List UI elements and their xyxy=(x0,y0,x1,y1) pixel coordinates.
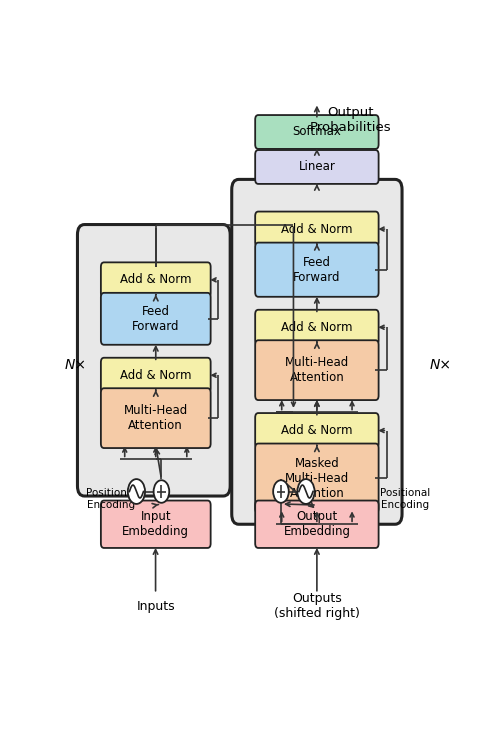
Circle shape xyxy=(273,480,289,503)
FancyBboxPatch shape xyxy=(232,180,402,524)
FancyBboxPatch shape xyxy=(255,413,379,448)
Text: Inputs: Inputs xyxy=(136,600,175,613)
Text: Feed
Forward: Feed Forward xyxy=(293,256,341,284)
Text: Multi-Head
Attention: Multi-Head Attention xyxy=(285,356,349,384)
FancyBboxPatch shape xyxy=(101,358,211,393)
Text: N×: N× xyxy=(65,358,87,372)
Circle shape xyxy=(128,479,145,504)
Text: Softmax: Softmax xyxy=(292,125,341,139)
Text: Positional
Encoding: Positional Encoding xyxy=(380,488,430,509)
Text: Add & Norm: Add & Norm xyxy=(281,321,353,334)
Text: Outputs
(shifted right): Outputs (shifted right) xyxy=(274,592,360,620)
FancyBboxPatch shape xyxy=(101,388,211,448)
FancyBboxPatch shape xyxy=(101,501,211,548)
FancyBboxPatch shape xyxy=(255,310,379,345)
Text: Add & Norm: Add & Norm xyxy=(120,369,192,382)
FancyBboxPatch shape xyxy=(255,115,379,149)
FancyBboxPatch shape xyxy=(255,501,379,548)
Text: Input
Embedding: Input Embedding xyxy=(122,510,190,538)
Text: Multi-Head
Attention: Multi-Head Attention xyxy=(123,404,188,432)
Text: Positional
Encoding: Positional Encoding xyxy=(87,488,137,509)
Text: Feed
Forward: Feed Forward xyxy=(132,305,179,333)
Text: Output
Embedding: Output Embedding xyxy=(283,510,350,538)
Text: N×: N× xyxy=(430,358,452,372)
Text: Masked
Multi-Head
Attention: Masked Multi-Head Attention xyxy=(285,457,349,500)
FancyBboxPatch shape xyxy=(78,224,230,496)
Text: Output
Probabilities: Output Probabilities xyxy=(309,106,391,134)
Text: Add & Norm: Add & Norm xyxy=(281,223,353,235)
FancyBboxPatch shape xyxy=(255,243,379,297)
FancyBboxPatch shape xyxy=(255,443,379,513)
Text: Linear: Linear xyxy=(298,161,335,174)
FancyBboxPatch shape xyxy=(255,150,379,184)
FancyBboxPatch shape xyxy=(255,212,379,246)
Text: Add & Norm: Add & Norm xyxy=(120,273,192,287)
FancyBboxPatch shape xyxy=(101,293,211,345)
Text: Add & Norm: Add & Norm xyxy=(281,424,353,437)
FancyBboxPatch shape xyxy=(255,340,379,400)
FancyBboxPatch shape xyxy=(101,262,211,298)
Circle shape xyxy=(297,479,314,504)
Circle shape xyxy=(154,480,169,503)
